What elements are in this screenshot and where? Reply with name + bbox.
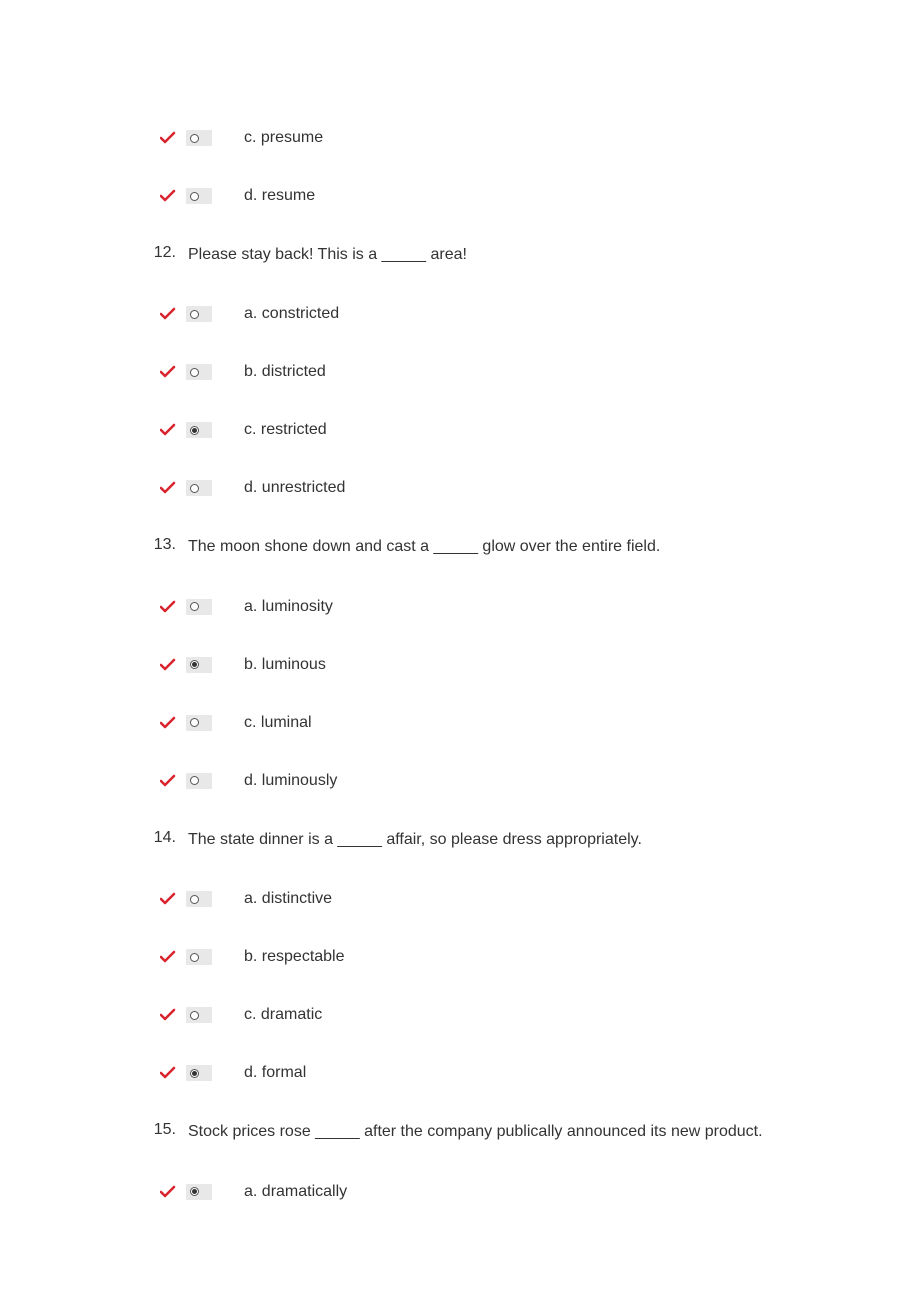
radio-button[interactable]	[186, 949, 212, 965]
option-row: b. districted	[158, 362, 920, 382]
option-row: a. constricted	[158, 304, 920, 324]
question-text: The moon shone down and cast a _____ glo…	[188, 536, 660, 558]
check-icon	[160, 774, 184, 788]
question-text: Please stay back! This is a _____ area!	[188, 244, 467, 266]
check-icon	[160, 365, 184, 379]
question-row: 13. The moon shone down and cast a _____ …	[136, 536, 920, 558]
radio-unselected-icon	[190, 718, 199, 727]
radio-unselected-icon	[190, 192, 199, 201]
radio-button[interactable]	[186, 773, 212, 789]
option-label: c. presume	[244, 129, 323, 147]
check-icon	[160, 481, 184, 495]
option-row: c. dramatic	[158, 1005, 920, 1025]
check-icon	[160, 1185, 184, 1199]
option-row: c. presume	[158, 128, 920, 148]
option-label: c. restricted	[244, 421, 327, 439]
option-label: a. luminosity	[244, 598, 333, 616]
radio-button[interactable]	[186, 480, 212, 496]
option-row: d. luminously	[158, 771, 920, 791]
radio-selected-icon	[190, 1069, 199, 1078]
radio-unselected-icon	[190, 484, 199, 493]
question-number: 14.	[136, 829, 182, 847]
check-icon	[160, 1008, 184, 1022]
radio-unselected-icon	[190, 602, 199, 611]
option-row: d. resume	[158, 186, 920, 206]
option-label: a. constricted	[244, 305, 339, 323]
option-row: c. restricted	[158, 420, 920, 440]
radio-unselected-icon	[190, 776, 199, 785]
option-label: b. districted	[244, 363, 326, 381]
check-icon	[160, 658, 184, 672]
option-row: d. unrestricted	[158, 478, 920, 498]
radio-unselected-icon	[190, 134, 199, 143]
radio-button[interactable]	[186, 1007, 212, 1023]
option-row: b. respectable	[158, 947, 920, 967]
radio-unselected-icon	[190, 1011, 199, 1020]
check-icon	[160, 307, 184, 321]
option-label: b. luminous	[244, 656, 326, 674]
option-row: a. distinctive	[158, 889, 920, 909]
option-row: b. luminous	[158, 655, 920, 675]
option-label: a. dramatically	[244, 1183, 347, 1201]
option-row: a. dramatically	[158, 1182, 920, 1202]
check-icon	[160, 1066, 184, 1080]
option-row: d. formal	[158, 1063, 920, 1083]
radio-button[interactable]	[186, 130, 212, 146]
option-label: d. formal	[244, 1064, 306, 1082]
radio-button[interactable]	[186, 891, 212, 907]
radio-button[interactable]	[186, 188, 212, 204]
question-number: 13.	[136, 536, 182, 554]
radio-unselected-icon	[190, 310, 199, 319]
radio-button[interactable]	[186, 1184, 212, 1200]
option-label: d. resume	[244, 187, 315, 205]
option-label: d. luminously	[244, 772, 337, 790]
check-icon	[160, 600, 184, 614]
radio-button[interactable]	[186, 306, 212, 322]
question-row: 15. Stock prices rose _____ after the com…	[136, 1121, 920, 1143]
radio-button[interactable]	[186, 1065, 212, 1081]
option-label: b. respectable	[244, 948, 345, 966]
radio-button[interactable]	[186, 364, 212, 380]
radio-button[interactable]	[186, 657, 212, 673]
radio-selected-icon	[190, 660, 199, 669]
radio-button[interactable]	[186, 715, 212, 731]
question-text: Stock prices rose _____ after the compan…	[188, 1121, 763, 1143]
quiz-content: c. presume d. resume 12. Please stay back! …	[0, 128, 920, 1202]
radio-selected-icon	[190, 426, 199, 435]
question-row: 14. The state dinner is a _____ affair, s…	[136, 829, 920, 851]
option-label: a. distinctive	[244, 890, 332, 908]
question-number: 15.	[136, 1121, 182, 1139]
radio-unselected-icon	[190, 953, 199, 962]
check-icon	[160, 131, 184, 145]
question-row: 12. Please stay back! This is a _____ are…	[136, 244, 920, 266]
option-label: c. luminal	[244, 714, 312, 732]
option-label: d. unrestricted	[244, 479, 345, 497]
check-icon	[160, 892, 184, 906]
question-number: 12.	[136, 244, 182, 262]
option-label: c. dramatic	[244, 1006, 322, 1024]
check-icon	[160, 189, 184, 203]
radio-selected-icon	[190, 1187, 199, 1196]
radio-unselected-icon	[190, 895, 199, 904]
option-row: c. luminal	[158, 713, 920, 733]
question-text: The state dinner is a _____ affair, so p…	[188, 829, 642, 851]
check-icon	[160, 950, 184, 964]
radio-unselected-icon	[190, 368, 199, 377]
radio-button[interactable]	[186, 422, 212, 438]
check-icon	[160, 423, 184, 437]
option-row: a. luminosity	[158, 597, 920, 617]
radio-button[interactable]	[186, 599, 212, 615]
check-icon	[160, 716, 184, 730]
